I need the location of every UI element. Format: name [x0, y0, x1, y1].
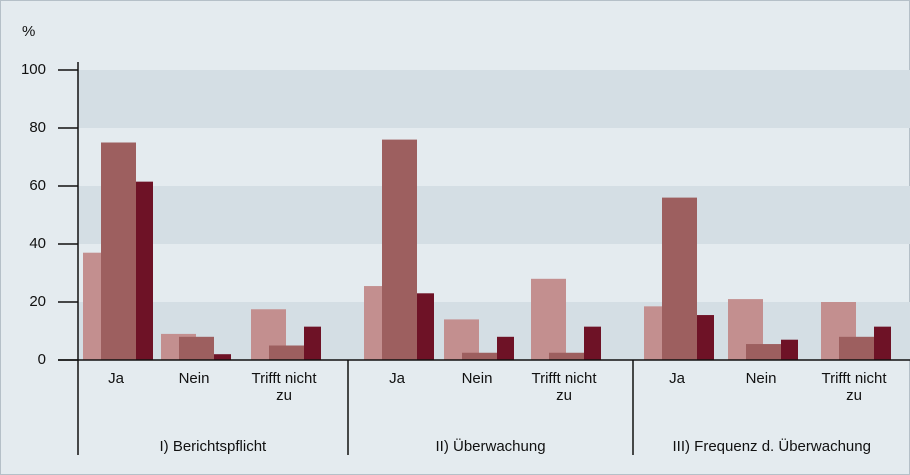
y-tick-label: 100: [21, 61, 46, 78]
bar: [214, 354, 231, 360]
group-label: II) Überwachung: [435, 438, 546, 455]
y-axis-label: %: [22, 23, 35, 40]
y-tick-label: 20: [29, 293, 46, 310]
y-tick-label: 40: [29, 235, 46, 252]
bar: [136, 181, 153, 360]
bar: [101, 142, 136, 360]
bar: [179, 336, 214, 360]
group-label: III) Frequenz d. Überwachung: [672, 438, 871, 455]
x-tick-label: Nein: [178, 370, 210, 387]
x-tick-label: Trifft nicht zu: [821, 370, 887, 404]
bar: [462, 352, 497, 360]
y-tick-label: 60: [29, 177, 46, 194]
bar: [662, 197, 697, 360]
x-tick-label: Ja: [669, 370, 685, 387]
bar: [584, 326, 601, 360]
bar: [304, 326, 321, 360]
x-tick-label: Nein: [461, 370, 493, 387]
bar: [874, 326, 891, 360]
bar: [697, 315, 714, 360]
group-label: I) Berichtspflicht: [159, 438, 267, 455]
x-tick-label: Trifft nicht zu: [531, 370, 597, 404]
bar: [382, 139, 417, 360]
x-tick-label: Nein: [745, 370, 777, 387]
bar: [781, 339, 798, 360]
x-tick-label: Ja: [108, 370, 124, 387]
x-tick-label: Ja: [389, 370, 405, 387]
y-tick-label: 0: [38, 351, 46, 368]
bar: [549, 352, 584, 360]
y-tick-label: 80: [29, 119, 46, 136]
bar: [531, 278, 566, 360]
bar: [417, 293, 434, 360]
bar: [497, 336, 514, 360]
grid-band: [78, 186, 910, 244]
bar: [746, 344, 781, 360]
bar: [839, 336, 874, 360]
x-tick-label: Trifft nicht zu: [251, 370, 317, 404]
grid-band: [78, 70, 910, 128]
bar: [269, 345, 304, 360]
